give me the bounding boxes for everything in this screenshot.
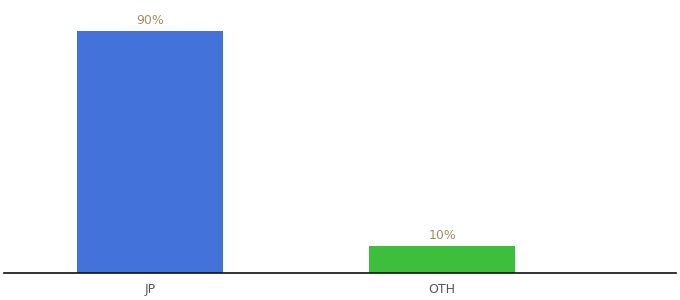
Bar (77, 31, 223, 273)
Text: 90%: 90% (136, 14, 164, 27)
Bar (369, 246, 515, 273)
Text: 10%: 10% (428, 229, 456, 242)
